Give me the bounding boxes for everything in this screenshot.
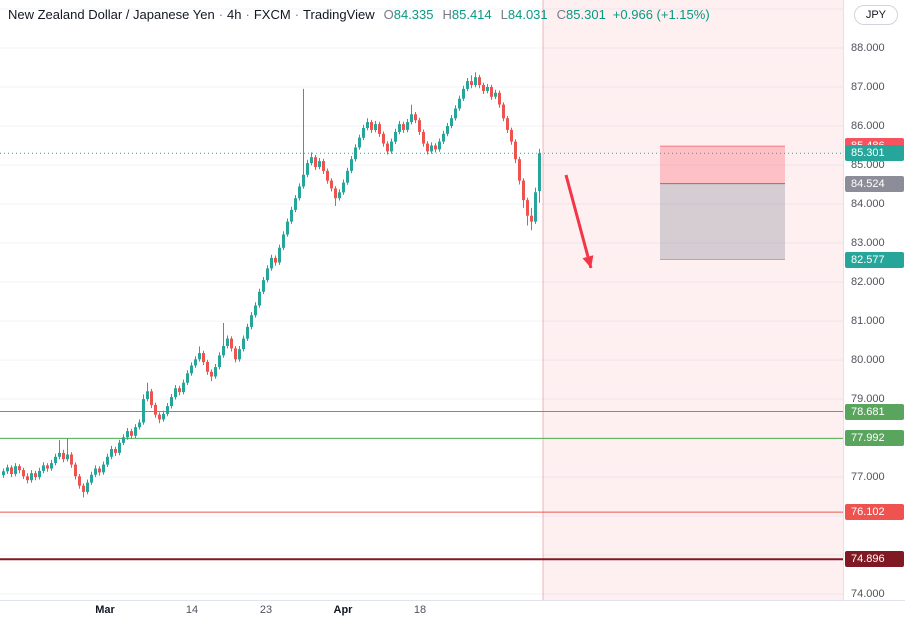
projection-zone xyxy=(543,0,843,600)
candlestick-series xyxy=(2,72,541,498)
interval-label[interactable]: 4h xyxy=(227,7,242,22)
support-price-tag: 78.681 xyxy=(845,403,904,420)
price-axis-tick: 74.000 xyxy=(851,588,885,601)
time-axis-label: Apr xyxy=(333,604,353,616)
entry-price-tag: 84.524 xyxy=(845,175,904,192)
price-axis-tick: 87.000 xyxy=(851,80,885,93)
currency-unit-button[interactable]: JPY xyxy=(853,5,898,25)
price-axis-tick: 81.000 xyxy=(851,315,885,328)
price-axis-tick: 86.000 xyxy=(851,120,885,132)
high-value: 85.414 xyxy=(451,7,492,22)
open-label: O xyxy=(383,7,394,22)
separator-dot: · xyxy=(294,7,300,22)
major-support-price-tag: 74.896 xyxy=(845,551,904,568)
separator-dot: · xyxy=(245,7,250,22)
support-price-tag: 77.992 xyxy=(845,430,904,447)
exchange-label[interactable]: FXCM xyxy=(253,7,291,22)
price-axis[interactable]: 88.000 87.000 86.000 85.000 84.000 83.000 82.0… xyxy=(843,0,905,600)
time-axis-label: 14 xyxy=(185,604,199,616)
low-label: L xyxy=(500,7,508,22)
separator-dot: · xyxy=(218,7,224,22)
short-position-stop-zone[interactable] xyxy=(660,146,785,184)
symbol-info-bar[interactable]: New Zealand Dollar / Japanese Yen · 4h · FXC… xyxy=(8,7,710,22)
time-axis[interactable]: Mar 14 23 Apr 18 xyxy=(0,600,905,620)
price-axis-tick: 83.000 xyxy=(851,237,885,250)
arrow-drawing[interactable] xyxy=(564,174,594,269)
low-value: 84.031 xyxy=(507,7,548,22)
close-value: 85.301 xyxy=(566,7,606,22)
last-price-tag: 85.301 xyxy=(845,145,904,162)
price-axis-tick: 84.000 xyxy=(851,198,885,211)
price-axis-tick: 79.000 xyxy=(851,393,885,406)
price-axis-tick: 82.000 xyxy=(851,276,885,289)
support-price-tag: 76.102 xyxy=(845,504,904,521)
candlestick-chart[interactable] xyxy=(0,0,843,600)
chart-pane[interactable]: New Zealand Dollar / Japanese Yen · 4h · FXC… xyxy=(0,0,843,600)
price-axis-tick: 88.000 xyxy=(851,41,885,54)
symbol-title[interactable]: New Zealand Dollar / Japanese Yen xyxy=(8,7,215,22)
time-axis-label: Mar xyxy=(95,604,115,616)
target-price-tag: 82.577 xyxy=(845,251,904,268)
close-label: C xyxy=(556,7,567,22)
price-axis-tick: 77.000 xyxy=(851,471,885,484)
change-value: +0.966 (+1.15%) xyxy=(612,7,710,22)
time-axis-label: 18 xyxy=(413,604,427,616)
price-axis-tick: 80.000 xyxy=(851,354,885,367)
time-axis-label: 23 xyxy=(259,604,273,616)
brand-label: TradingView xyxy=(303,7,375,22)
price-axis-tick: 85.000 xyxy=(851,159,885,172)
short-position-target-zone[interactable] xyxy=(660,183,785,260)
high-label: H xyxy=(442,7,452,22)
open-value: 84.335 xyxy=(393,7,434,22)
